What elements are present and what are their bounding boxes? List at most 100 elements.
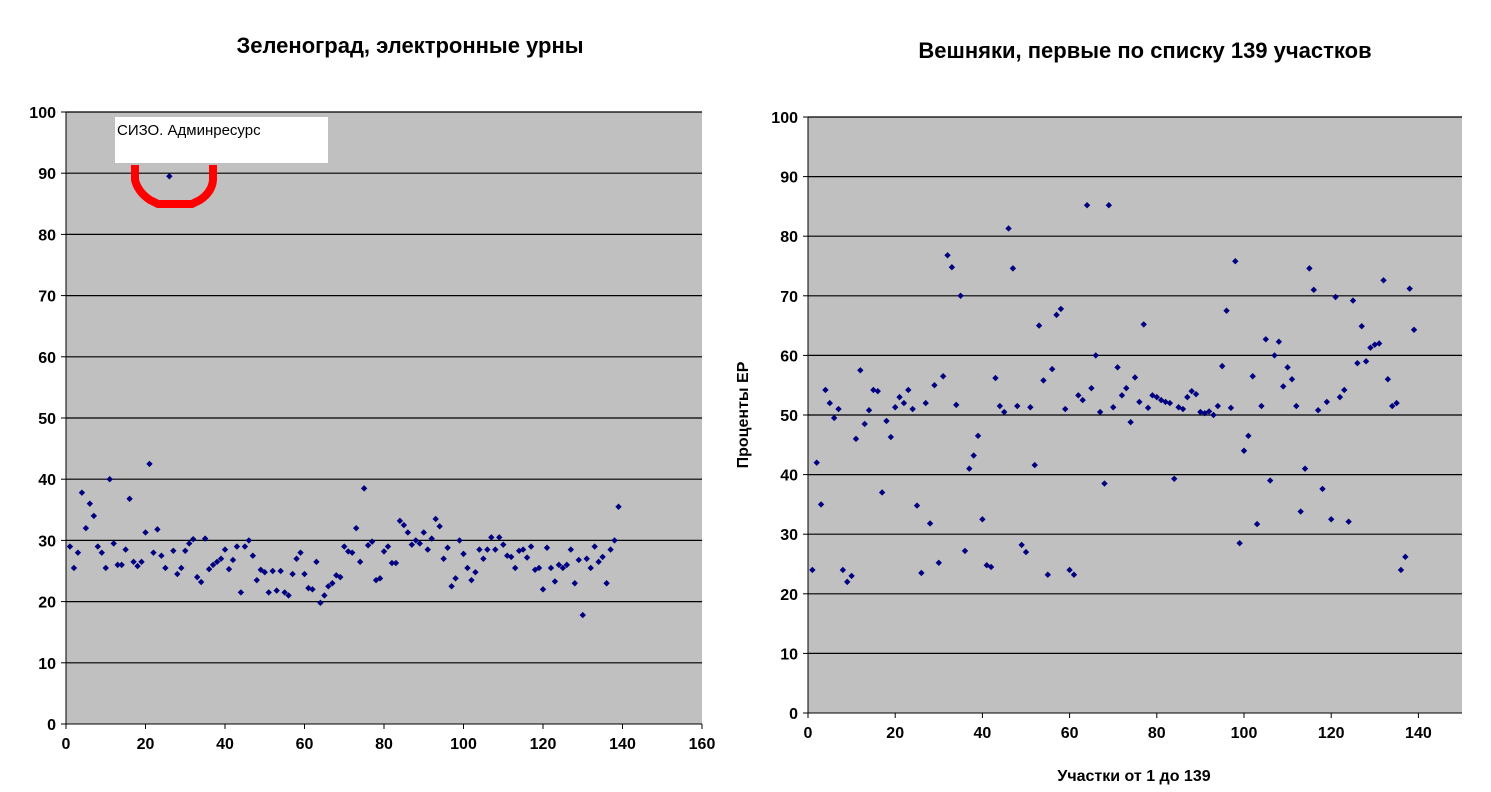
data-point [261,569,268,576]
data-point [1258,402,1265,410]
data-point [186,540,193,547]
data-point [142,529,149,536]
y-tick-label: 20 [780,587,798,604]
data-point [1040,377,1047,384]
data-point [333,572,340,579]
data-point [1314,407,1322,414]
data-point [1362,358,1370,365]
data-point [392,559,400,567]
data-point [1110,404,1117,411]
data-point [887,433,895,441]
x-tick-label: 60 [296,736,314,753]
data-point [1341,386,1348,394]
data-point [384,543,392,550]
data-point [110,540,117,547]
data-point [404,529,412,536]
data-point [515,547,523,555]
data-point [900,399,908,407]
data-point [579,611,586,619]
data-point [205,565,213,573]
data-point [1349,297,1357,304]
data-point [1044,571,1051,578]
data-point [1310,286,1317,294]
data-point [492,546,499,553]
data-point [1384,376,1392,383]
data-point [595,558,602,566]
data-point [193,573,201,581]
x-tick-label: 40 [974,725,992,742]
data-point [1323,398,1331,406]
chart-veshnyaki: Вешняки, первые по списку 139 участков 0… [735,38,1462,785]
x-tick-label: 40 [216,736,234,753]
data-point [444,544,451,551]
data-point [285,592,292,599]
data-point [1271,352,1278,359]
data-point [1266,477,1274,484]
data-point [547,564,555,572]
data-point [416,540,423,547]
data-point [865,407,873,414]
data-point [289,570,296,578]
data-point [130,558,137,566]
data-point [472,569,479,576]
data-point [817,501,825,508]
data-point [813,459,820,466]
y-tick-label: 90 [38,166,56,183]
y-axis-label: Проценты ЕР [735,361,752,468]
y-tick-label: 40 [780,468,798,485]
data-point [1354,359,1361,367]
data-point [878,489,886,496]
data-point [1262,336,1269,343]
data-point [158,552,165,559]
data-point [559,564,567,572]
data-point [233,543,241,550]
data-point [277,567,284,575]
data-point [511,564,519,572]
data-point [1053,311,1060,319]
data-point [1070,571,1078,578]
data-point [86,500,94,507]
data-point [1131,374,1139,381]
data-point [835,405,842,413]
data-point [874,387,881,395]
data-point [583,555,590,562]
data-point [182,547,189,555]
data-point [1001,408,1008,416]
data-point [166,173,173,180]
data-point [1188,387,1195,395]
data-point [1240,447,1248,454]
data-point [66,543,74,550]
data-point [325,583,332,590]
data-point [892,404,899,411]
data-point [948,263,956,271]
data-point [527,543,535,550]
data-point [150,549,157,556]
data-point [1153,393,1160,401]
data-point [1402,553,1409,561]
y-tick-label: 80 [780,229,798,246]
x-tick-label: 80 [1148,725,1166,742]
data-point [484,546,491,553]
data-point [428,535,435,542]
data-point [883,417,890,425]
y-tick-label: 50 [38,411,56,428]
data-point [1332,293,1339,301]
data-point [488,534,495,541]
data-point [504,552,511,559]
x-tick-label: 120 [530,736,557,753]
data-point [464,564,471,572]
data-point [1210,411,1217,419]
data-point [1105,202,1113,209]
data-point [94,543,101,550]
data-point [1227,404,1235,412]
data-point [221,546,229,553]
data-point [209,561,217,569]
y-tick-label: 0 [789,706,798,723]
data-point [476,546,483,553]
data-point [935,559,942,567]
data-point [587,564,594,572]
data-point [944,252,951,259]
data-point [1101,480,1108,487]
data-point [1306,265,1313,272]
